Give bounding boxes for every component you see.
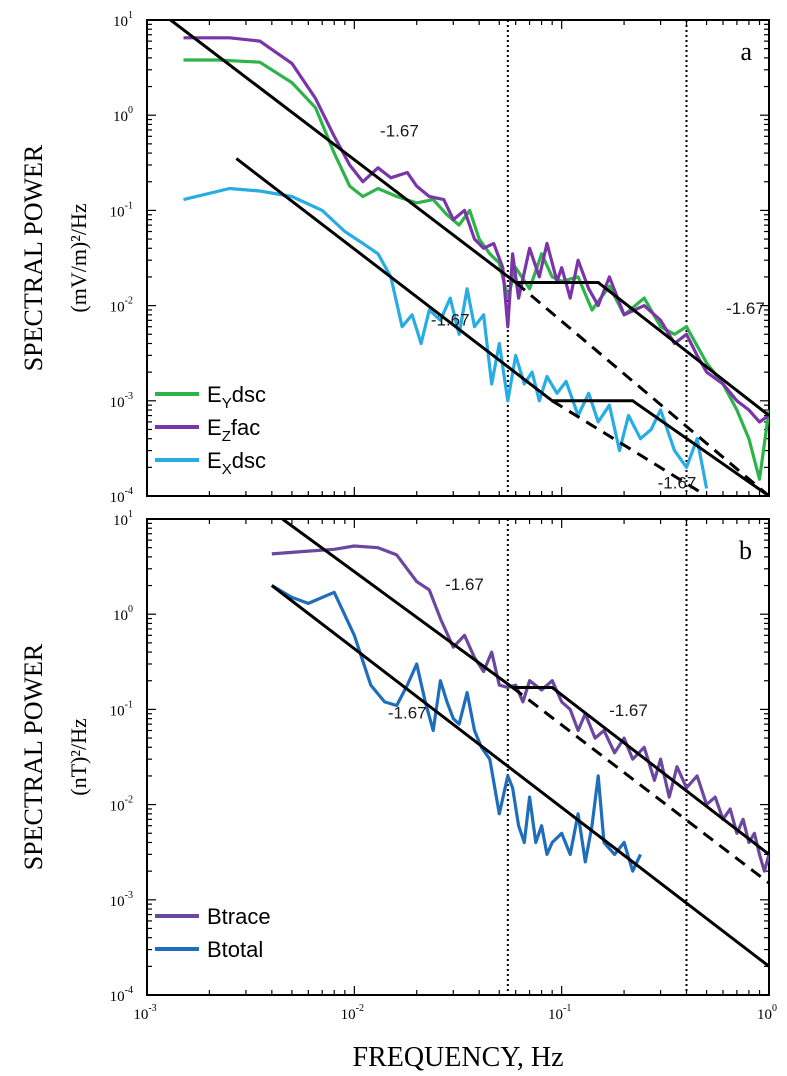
panel-b-slope-label: -1.67 xyxy=(445,575,484,594)
panel-a-reference-line-solid xyxy=(169,20,769,417)
panel-b-y-tick-label: 10-3 xyxy=(110,890,133,910)
panel-b-legend-item: Btrace xyxy=(155,904,271,929)
panel-a-letter: a xyxy=(740,37,752,66)
panel-b-y-tick-label: 10-4 xyxy=(110,985,133,1005)
panel-b-y-tick-label: 101 xyxy=(113,509,133,529)
x-axis-title: FREQUENCY, Hz xyxy=(352,1042,563,1073)
panel-a-y-tick-label: 10-2 xyxy=(110,296,133,316)
panel-b-slope-label: -1.67 xyxy=(609,701,648,720)
panel-b-legend-label: Btrace xyxy=(207,904,271,929)
panel-a-y-tick-label: 10-3 xyxy=(110,391,133,411)
panel-a-slope-label: -1.67 xyxy=(658,473,697,492)
panel-a-reference-line-dashed xyxy=(514,281,769,496)
panel-a-legend-item: EZfac xyxy=(155,415,260,445)
panel-a-reference-line-dashed xyxy=(551,399,708,496)
panel-b-x-tick-label: 10-2 xyxy=(341,1003,364,1023)
panel-a-slope-label: -1.67 xyxy=(380,121,419,140)
panel-a-series-ezfac xyxy=(183,36,769,424)
panel-b-x-tick-label: 10-3 xyxy=(133,1003,156,1023)
panel-b-legend-label: Btotal xyxy=(207,937,263,962)
panel-b-reference-line-solid xyxy=(270,584,769,968)
panel-a-legend-label: EXdsc xyxy=(207,448,266,478)
panel-b-series-btrace xyxy=(271,544,769,873)
panel-b-y-axis-title: SPECTRAL POWER (nT)²/Hz xyxy=(19,643,91,870)
panel-a-legend-label: EYdsc xyxy=(207,382,266,412)
panel-a-ylabel-line1: SPECTRAL POWER xyxy=(19,144,48,371)
panel-a-reference-line-solid xyxy=(235,157,769,496)
panel-a-y-axis-title: SPECTRAL POWER (mV/m)²/Hz xyxy=(19,144,91,371)
panel-a-slope-label: -1.67 xyxy=(726,299,765,318)
panel-b-y-tick-label: 100 xyxy=(113,604,133,624)
panel-b-y-tick-label: 10-1 xyxy=(110,699,133,719)
panel-b-x-tick-label: 10-1 xyxy=(548,1003,571,1023)
panel-a-frame xyxy=(146,19,770,497)
panel-a-y-tick-label: 100 xyxy=(113,105,133,125)
panel-b-ylabel-line2: (nT)²/Hz xyxy=(66,718,91,796)
panel-b-ylabel-line1: SPECTRAL POWER xyxy=(19,643,48,870)
panel-a-series-eydsc xyxy=(183,58,769,481)
panel-b-y-tick-label: 10-2 xyxy=(110,795,133,815)
panel-b-reference-line-solid xyxy=(281,519,769,856)
panel-a-data-area xyxy=(169,20,769,496)
panel-b-frame xyxy=(146,518,770,996)
panel-a-series-exdsc xyxy=(183,186,709,489)
panel-b-data-area xyxy=(270,519,769,968)
panel-a-legend-label: EZfac xyxy=(207,415,260,445)
panel-b-reference-line-dashed xyxy=(511,686,769,885)
panel-b-slope-label: -1.67 xyxy=(388,704,427,723)
panel-a-legend-item: EYdsc xyxy=(155,382,266,412)
panel-a-slope-label: -1.67 xyxy=(431,310,470,329)
panel-a-y-tick-label: 10-1 xyxy=(110,200,133,220)
panel-a-ylabel-line2: (mV/m)²/Hz xyxy=(66,203,91,312)
panel-b-letter: b xyxy=(739,536,752,565)
panel-b-series-btotal xyxy=(270,584,642,873)
panel-a-plot: 101 100 10-1 10-2 10-3 10-4 -1.67 -1.67 -1.67 -1.… xyxy=(110,10,770,506)
panel-b-legend-item: Btotal xyxy=(155,937,263,962)
panel-a-y-tick-label: 101 xyxy=(113,10,133,30)
panel-b-x-tick-label: 100 xyxy=(757,1003,777,1023)
panel-a-legend-item: EXdsc xyxy=(155,448,266,478)
panel-a-y-tick-label: 10-4 xyxy=(110,486,133,506)
